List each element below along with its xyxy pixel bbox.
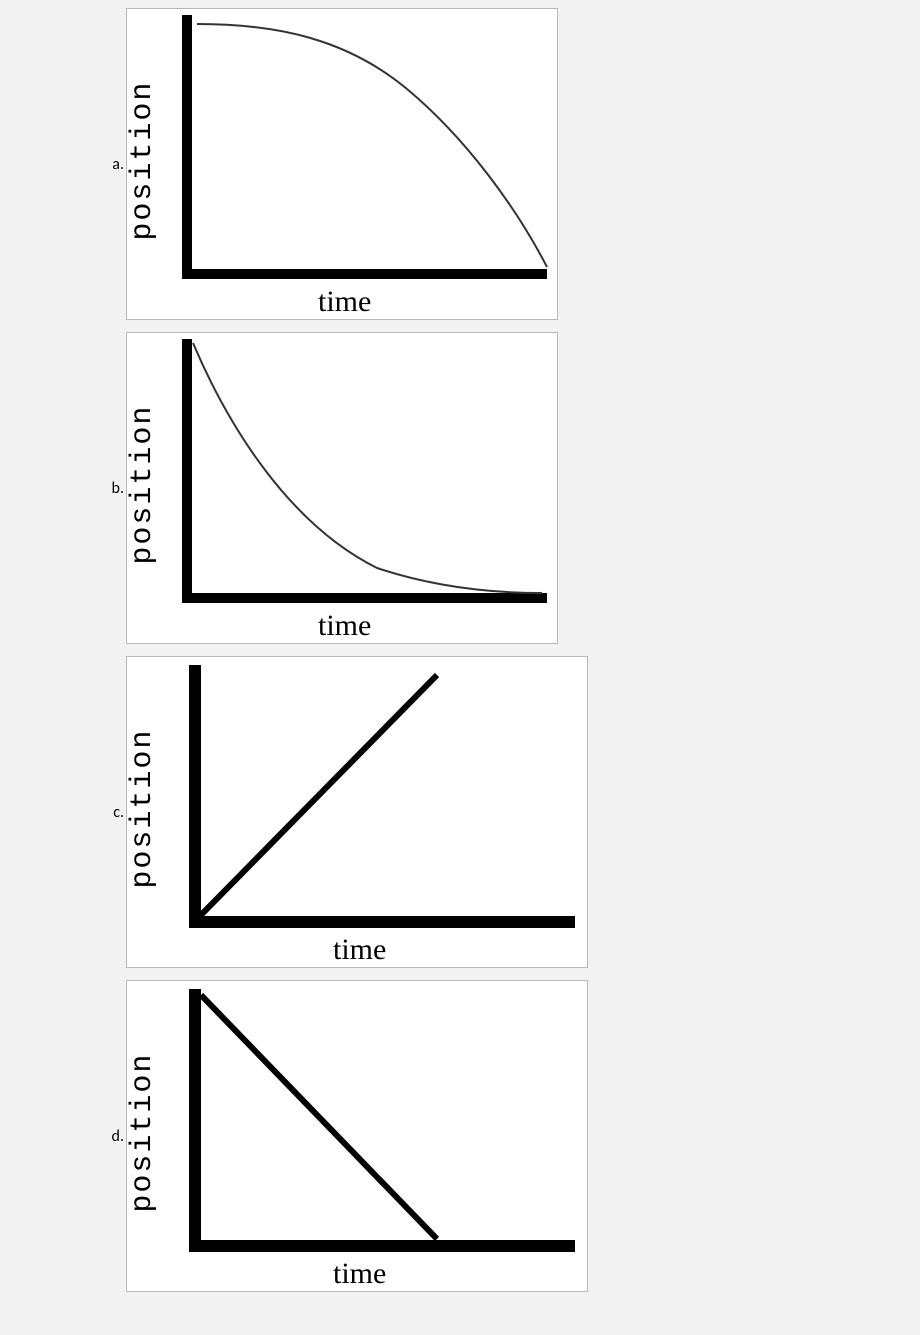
chart-panel-a: position time xyxy=(126,8,558,320)
data-line xyxy=(199,675,437,917)
y-axis-label: position xyxy=(126,81,160,241)
x-axis-label: time xyxy=(333,933,386,967)
data-curve xyxy=(197,24,547,267)
chart-svg-d xyxy=(127,981,587,1291)
x-axis-label: time xyxy=(318,285,371,319)
option-letter-d: d. xyxy=(100,1127,124,1146)
chart-svg-c xyxy=(127,657,587,967)
chart-svg-a xyxy=(127,9,557,319)
option-letter-c: c. xyxy=(100,803,124,822)
chart-panel-c: position time xyxy=(126,656,588,968)
y-axis-label: position xyxy=(126,405,160,565)
data-line xyxy=(201,995,437,1239)
chart-row-b: b. position time xyxy=(100,332,920,644)
charts-container: a. position time b. position time c. xyxy=(0,0,920,1292)
x-axis-label: time xyxy=(318,609,371,643)
y-axis-label: position xyxy=(126,1053,160,1213)
chart-row-c: c. position time xyxy=(100,656,920,968)
y-axis-label: position xyxy=(126,729,160,889)
chart-row-a: a. position time xyxy=(100,8,920,320)
chart-row-d: d. position time xyxy=(100,980,920,1292)
chart-panel-d: position time xyxy=(126,980,588,1292)
chart-panel-b: position time xyxy=(126,332,558,644)
option-letter-b: b. xyxy=(100,479,124,498)
option-letter-a: a. xyxy=(100,155,124,174)
data-curve xyxy=(193,343,542,593)
x-axis-label: time xyxy=(333,1257,386,1291)
chart-svg-b xyxy=(127,333,557,643)
